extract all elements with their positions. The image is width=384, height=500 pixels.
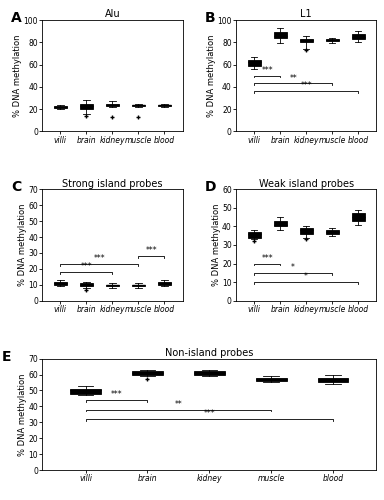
PathPatch shape [106,104,119,106]
Text: ***: *** [94,254,105,263]
PathPatch shape [106,285,119,286]
PathPatch shape [132,285,145,286]
Text: ***: *** [81,262,92,271]
Text: ***: *** [262,254,273,262]
PathPatch shape [248,60,261,66]
Y-axis label: % DNA methylation: % DNA methylation [207,34,216,117]
PathPatch shape [158,104,171,106]
Text: E: E [2,350,12,364]
Text: D: D [205,180,217,194]
Text: *: * [291,263,295,272]
Y-axis label: % DNA methylation: % DNA methylation [18,204,27,286]
Text: **: ** [289,74,297,82]
PathPatch shape [274,221,286,226]
PathPatch shape [54,106,67,108]
Title: Strong island probes: Strong island probes [62,178,163,188]
Y-axis label: % DNA methylation: % DNA methylation [18,373,27,456]
PathPatch shape [194,372,225,374]
PathPatch shape [326,39,339,41]
Text: ***: *** [111,390,122,399]
Text: *: * [304,272,308,281]
Title: Weak island probes: Weak island probes [258,178,354,188]
Text: C: C [12,180,22,194]
Y-axis label: % DNA methylation: % DNA methylation [212,204,221,286]
PathPatch shape [70,389,101,394]
Text: **: ** [174,400,182,408]
PathPatch shape [352,214,365,221]
PathPatch shape [132,104,145,106]
PathPatch shape [352,34,365,39]
PathPatch shape [256,378,286,381]
Title: L1: L1 [300,9,312,19]
PathPatch shape [54,282,67,285]
PathPatch shape [132,372,163,374]
PathPatch shape [248,232,261,237]
Y-axis label: % DNA methylation: % DNA methylation [13,34,22,117]
PathPatch shape [80,283,93,286]
Title: Non-island probes: Non-island probes [165,348,253,358]
PathPatch shape [300,39,313,42]
PathPatch shape [326,230,339,234]
Text: ***: *** [300,82,312,90]
Text: A: A [12,11,22,25]
Text: ***: *** [146,246,157,255]
PathPatch shape [274,32,286,38]
PathPatch shape [300,228,313,234]
Text: ***: *** [262,66,273,75]
PathPatch shape [80,104,93,109]
PathPatch shape [318,378,349,382]
Text: ***: *** [204,409,215,418]
PathPatch shape [158,282,171,285]
Title: Alu: Alu [104,9,120,19]
Text: B: B [205,11,216,25]
